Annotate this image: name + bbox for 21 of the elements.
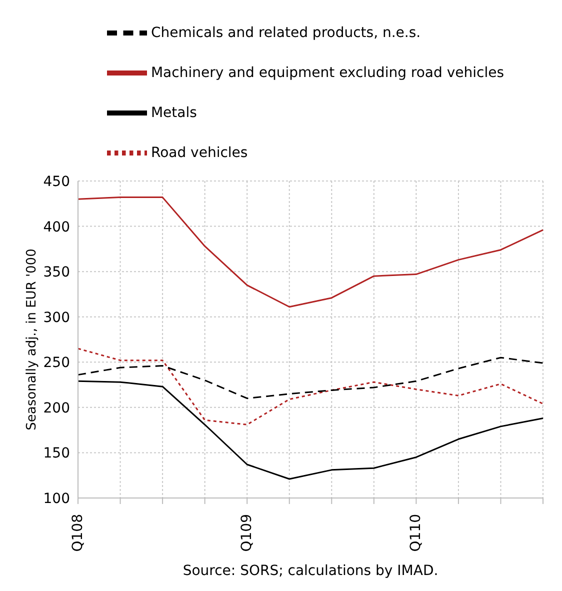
- legend-label: Machinery and equipment excluding road vehicles: [150, 64, 504, 81]
- line-series: [77, 380, 544, 480]
- x-tick-label: Q108: [70, 514, 86, 552]
- y-tick-label: 350: [43, 264, 70, 281]
- legend-label: Chemicals and related products, n.e.s.: [150, 24, 421, 41]
- line-series: [77, 348, 544, 426]
- source-note: Source: SORS; calculations by IMAD.: [182, 563, 440, 579]
- y-tick-label: 400: [43, 219, 70, 236]
- x-tick-label: Q109: [238, 514, 255, 552]
- legend-label: Road vehicles: [150, 144, 248, 161]
- line-series: [77, 196, 544, 308]
- y-tick-label: 300: [43, 310, 70, 326]
- y-tick-label: 100: [43, 490, 70, 507]
- y-axis-title: Seasonally adj., in EUR '000: [24, 248, 40, 430]
- y-tick-label: 250: [43, 355, 70, 372]
- x-tick-label: Q110: [408, 514, 424, 552]
- legend-label: Metals: [150, 104, 197, 121]
- y-tick-label: 450: [43, 174, 70, 190]
- y-tick-label: 200: [43, 400, 70, 416]
- y-tick-label: 150: [43, 446, 70, 462]
- line-series: [77, 356, 544, 400]
